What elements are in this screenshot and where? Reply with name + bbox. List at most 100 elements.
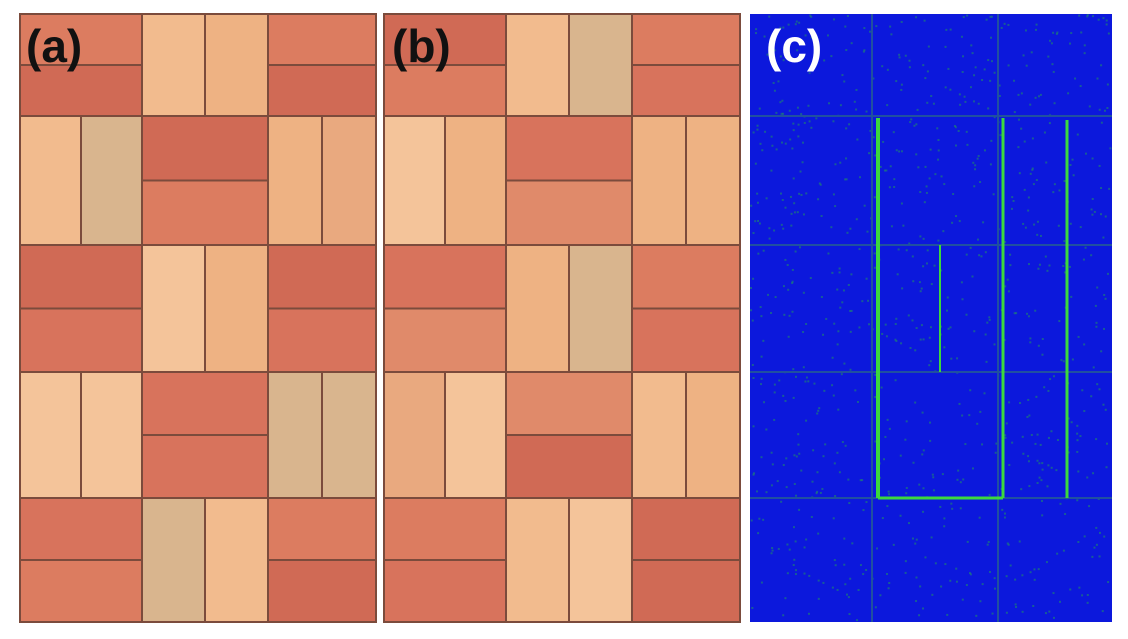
speckle [1067, 417, 1070, 420]
speckle [1076, 432, 1079, 435]
speckle [1086, 593, 1089, 596]
speckle [993, 116, 996, 119]
speckle [1034, 96, 1037, 99]
speckle [886, 104, 889, 107]
speckle [793, 202, 796, 205]
speckle [1100, 64, 1103, 67]
speckle [869, 30, 872, 33]
speckle [923, 19, 926, 22]
brick [204, 13, 269, 117]
speckle [1007, 23, 1010, 26]
speckle [868, 323, 871, 326]
speckle [886, 572, 888, 575]
speckle [1030, 433, 1033, 436]
speckle [1102, 236, 1105, 239]
speckle [791, 147, 794, 150]
speckle [777, 80, 780, 83]
speckle [845, 178, 848, 181]
speckle [756, 192, 759, 195]
speckle [1032, 604, 1035, 607]
speckle [893, 178, 896, 181]
speckle [1010, 207, 1013, 210]
brick [685, 371, 741, 499]
speckle [959, 507, 962, 510]
speckle [981, 79, 984, 82]
speckle [998, 84, 1001, 87]
speckle [1047, 436, 1050, 439]
speckle [1107, 581, 1110, 584]
speckle [1039, 234, 1042, 237]
speckle [885, 169, 888, 172]
speckle [888, 582, 891, 585]
brick [631, 115, 687, 246]
speckle [1058, 320, 1061, 323]
speckle [762, 518, 765, 521]
speckle [794, 540, 797, 543]
speckle [803, 121, 806, 124]
speckle [1083, 52, 1086, 55]
speckle [832, 394, 835, 397]
brick [19, 64, 143, 117]
speckle [850, 309, 853, 312]
speckle [900, 342, 903, 345]
speckle [966, 14, 969, 17]
speckle [1098, 555, 1101, 558]
speckle [822, 333, 825, 336]
speckle [983, 149, 986, 152]
speckle [795, 20, 798, 23]
map-background [750, 14, 1112, 622]
brick [631, 497, 741, 561]
speckle [859, 564, 862, 567]
speckle [940, 269, 943, 272]
speckle [1046, 269, 1049, 272]
speckle [816, 412, 819, 415]
speckle [849, 330, 852, 333]
speckle [807, 104, 810, 107]
speckle [788, 314, 791, 317]
speckle [982, 221, 985, 224]
speckle [1039, 93, 1042, 96]
speckle [834, 564, 837, 567]
speckle [1014, 578, 1017, 581]
speckle [788, 52, 791, 55]
speckle [947, 327, 950, 330]
speckle [1078, 14, 1081, 17]
speckle [1082, 258, 1085, 261]
speckle [955, 215, 958, 218]
speckle [792, 368, 795, 371]
speckle [1100, 187, 1103, 190]
speckle [787, 23, 790, 26]
speckle [865, 568, 868, 571]
speckle [904, 54, 907, 57]
speckle [776, 480, 779, 483]
speckle [886, 68, 889, 71]
speckle [765, 428, 768, 431]
speckle [905, 420, 908, 423]
speckle [1055, 32, 1058, 35]
speckle [789, 138, 792, 141]
speckle [822, 455, 825, 458]
speckle [804, 34, 807, 37]
speckle [988, 493, 991, 496]
speckle [961, 55, 964, 58]
speckle [750, 287, 753, 290]
speckle [800, 113, 803, 116]
speckle [968, 414, 971, 417]
speckle [817, 409, 820, 412]
speckle [1030, 51, 1033, 54]
speckle [861, 479, 864, 482]
speckle [1081, 594, 1084, 597]
speckle [974, 66, 977, 69]
speckle [925, 262, 928, 265]
speckle [951, 507, 954, 510]
speckle [844, 178, 847, 181]
speckle [973, 74, 976, 77]
speckle [928, 364, 931, 367]
speckle [823, 59, 826, 62]
speckle [1088, 105, 1091, 108]
speckle [839, 306, 842, 309]
speckle [925, 191, 928, 194]
speckle [979, 600, 982, 603]
speckle [796, 106, 799, 109]
speckle [809, 277, 812, 280]
